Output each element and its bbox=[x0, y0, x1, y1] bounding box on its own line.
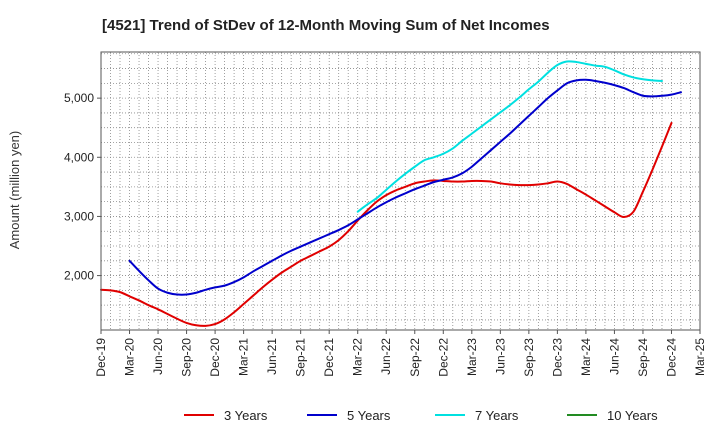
x-tick-label: Jun-22 bbox=[379, 338, 393, 375]
x-tick-label: Dec-19 bbox=[94, 338, 108, 377]
legend-label-7-years: 7 Years bbox=[475, 408, 519, 423]
x-tick-label: Dec-23 bbox=[550, 338, 564, 377]
y-tick-label: 4,000 bbox=[64, 150, 94, 164]
plot-area bbox=[100, 51, 701, 331]
x-tick-label: Mar-22 bbox=[351, 338, 365, 376]
x-tick-label: Dec-24 bbox=[664, 338, 678, 377]
x-tick-label: Jun-20 bbox=[151, 338, 165, 375]
x-tick-label: Sep-20 bbox=[180, 338, 194, 377]
x-tick-label: Dec-21 bbox=[322, 338, 336, 377]
x-tick-label: Mar-24 bbox=[579, 338, 593, 376]
legend: 3 Years 5 Years 7 Years 10 Years bbox=[184, 408, 658, 423]
x-tick-label: Mar-21 bbox=[237, 338, 251, 376]
y-axis-label: Amount (million yen) bbox=[7, 131, 22, 250]
x-tick-label: Mar-20 bbox=[123, 338, 137, 376]
legend-label-10-years: 10 Years bbox=[607, 408, 658, 423]
legend-label-3-years: 3 Years bbox=[224, 408, 268, 423]
x-tick-label: Dec-22 bbox=[436, 338, 450, 377]
y-tick-label: 5,000 bbox=[64, 91, 94, 105]
y-tick-label: 2,000 bbox=[64, 269, 94, 283]
y-tick-label: 3,000 bbox=[64, 209, 94, 223]
x-tick-label: Jun-23 bbox=[493, 338, 507, 375]
series-line-3-years bbox=[100, 121, 673, 327]
series-line-7-years bbox=[356, 60, 663, 213]
x-tick-label: Sep-24 bbox=[636, 338, 650, 377]
x-tick-label: Jun-24 bbox=[607, 338, 621, 375]
x-tick-label: Jun-21 bbox=[265, 338, 279, 375]
y-axis-ticks: 2,000 3,000 4,000 5,000 bbox=[64, 91, 101, 283]
series-layer bbox=[100, 60, 682, 327]
x-tick-label: Sep-21 bbox=[294, 338, 308, 377]
chart-title: [4521] Trend of StDev of 12-Month Moving… bbox=[102, 17, 550, 34]
legend-label-5-years: 5 Years bbox=[347, 408, 391, 423]
grid-lines bbox=[101, 52, 700, 330]
x-tick-label: Sep-23 bbox=[522, 338, 536, 377]
series-line-5-years bbox=[128, 78, 682, 296]
plot-frame bbox=[100, 51, 701, 331]
x-tick-label: Mar-25 bbox=[693, 338, 707, 376]
x-axis-ticks: Dec-19 Mar-20 Jun-20 Sep-20 Dec-20 Mar-21 Jun-… bbox=[94, 330, 707, 377]
x-tick-label: Sep-22 bbox=[408, 338, 422, 377]
x-tick-label: Mar-23 bbox=[465, 338, 479, 376]
x-tick-label: Dec-20 bbox=[208, 338, 222, 377]
plot-background bbox=[101, 52, 700, 330]
